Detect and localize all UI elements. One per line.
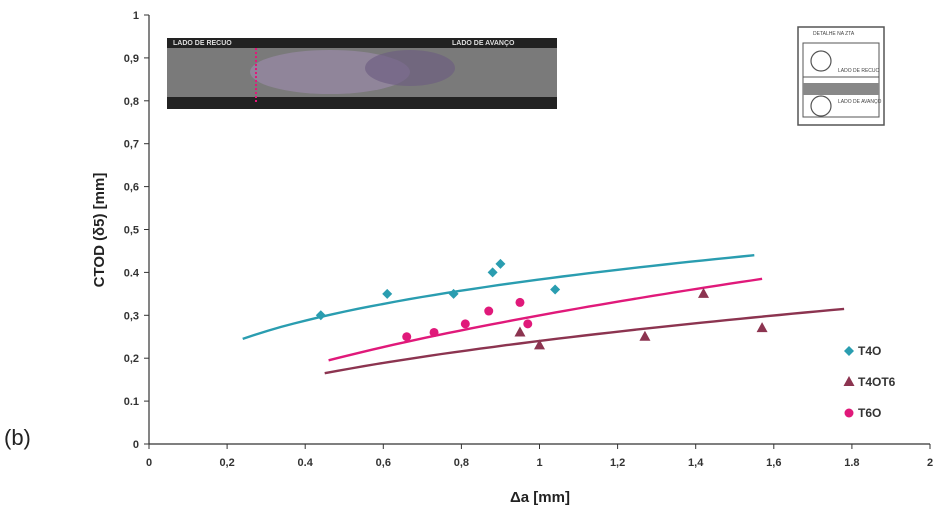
y-axis-title: CTOD (δ5) [mm] (91, 173, 108, 288)
y-tick-label: 0,2 (124, 353, 139, 365)
point-t6o (515, 297, 525, 307)
legend-marker-t4ot6 (843, 376, 855, 386)
point-t4o (487, 267, 498, 278)
point-t6o (523, 319, 533, 329)
x-tick-label: 0 (146, 457, 152, 469)
haz-detail-upper-label: LADO DE RECUO (838, 68, 880, 74)
x-tick-label: 1.8 (844, 457, 859, 469)
y-tick-label: 0.4 (124, 267, 140, 279)
inset-left-label: LADO DE RECUO (173, 40, 232, 47)
legend-marker-t4o (844, 346, 854, 356)
x-tick-label: 1,2 (610, 457, 625, 469)
y-tick-label: 0,5 (124, 225, 139, 237)
specimen-weld-band (803, 83, 879, 95)
point-t4o (382, 288, 393, 299)
x-tick-label: 0,6 (376, 457, 391, 469)
y-tick-label: 0,6 (124, 182, 139, 194)
y-tick-label: 0,9 (124, 53, 139, 65)
legend-label-t4ot6: T4OT6 (858, 375, 896, 389)
fit-curves (242, 254, 845, 375)
x-tick-label: 0.4 (298, 457, 314, 469)
specimen-hole-upper (810, 50, 832, 72)
point-t4ot6 (639, 330, 651, 341)
point-t4ot6 (698, 287, 710, 298)
legend-marker-t6o (844, 408, 854, 418)
haz-detail-title: DETALHE NA ZTA (813, 31, 855, 37)
micrograph-nugget (365, 50, 455, 86)
fit-curve-t4o (242, 254, 755, 341)
data-points (315, 258, 768, 350)
haz-detail-lower-label: LADO DE AVANÇO (838, 99, 882, 105)
legend: T4O T4OT6 T6O (843, 344, 896, 420)
y-tick-label: 0,7 (124, 139, 139, 151)
y-tick-label: 0,8 (124, 96, 139, 108)
point-t4o (550, 284, 561, 295)
y-tick-label: 0 (133, 439, 139, 451)
x-tick-label: 1,4 (688, 457, 704, 469)
y-tick-label: 1 (133, 10, 139, 22)
point-t4o (495, 258, 506, 269)
x-tick-label: 0,2 (219, 457, 234, 469)
point-t4ot6 (514, 326, 526, 337)
specimen-lower (802, 76, 880, 118)
haz-detail-inset: DETALHE NA ZTA LADO DE RECUO LADO DE AVA… (797, 26, 885, 126)
x-tick-label: 1,6 (766, 457, 781, 469)
point-t6o (484, 306, 494, 316)
x-tick-label: 1 (536, 457, 542, 469)
x-axis-title: Δa [mm] (510, 489, 570, 506)
specimen-hole-lower (810, 95, 832, 117)
y-tick-label: 0,3 (124, 310, 139, 322)
legend-label-t4o: T4O (858, 344, 881, 358)
x-tick-label: 0,8 (454, 457, 469, 469)
point-t4o (315, 310, 326, 321)
point-t4ot6 (534, 339, 545, 350)
haz-detail-frame (797, 26, 885, 126)
x-tick-label: 2 (927, 457, 933, 469)
legend-label-t6o: T6O (858, 406, 881, 420)
fit-curve-t6o (328, 277, 763, 362)
fit-curve-t4ot6 (324, 307, 845, 375)
point-t4o (448, 288, 459, 299)
panel-label: (b) (4, 425, 31, 450)
point-t6o (460, 319, 470, 329)
y-tick-label: 0.1 (124, 396, 139, 408)
micrograph-top-band (167, 38, 557, 48)
inset-right-label: LADO DE AVANÇO (452, 40, 515, 47)
micrograph-bottom-band (167, 97, 557, 109)
micrograph-inset: LADO DE RECUO LADO DE AVANÇO DETALHE NA … (167, 26, 885, 126)
point-t4ot6 (756, 322, 768, 333)
point-t6o (429, 327, 439, 337)
point-t6o (402, 332, 412, 342)
